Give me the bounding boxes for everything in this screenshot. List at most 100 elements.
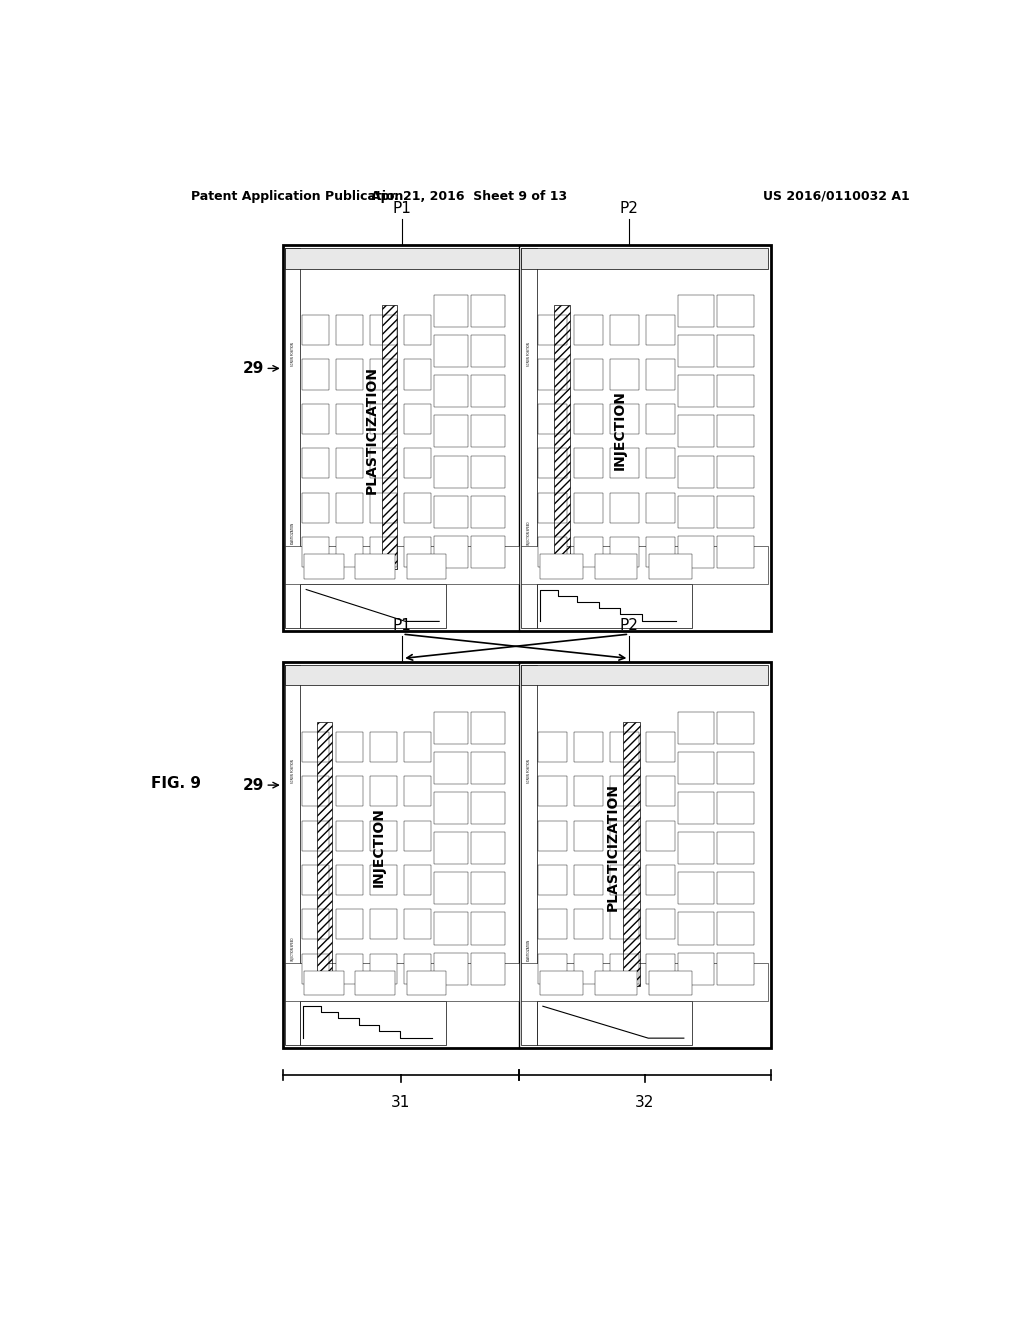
- Bar: [718, 335, 754, 367]
- Bar: [471, 496, 505, 528]
- Bar: [406, 569, 431, 578]
- Bar: [336, 953, 362, 983]
- Bar: [336, 865, 362, 895]
- Bar: [624, 722, 640, 986]
- Bar: [646, 449, 675, 478]
- Bar: [433, 335, 468, 367]
- Bar: [678, 873, 714, 904]
- Bar: [592, 986, 620, 995]
- Bar: [471, 536, 505, 568]
- Bar: [433, 711, 468, 743]
- Bar: [646, 731, 675, 762]
- Text: SCREW POSITION: SCREW POSITION: [291, 342, 295, 366]
- Text: SCREW POSITION: SCREW POSITION: [291, 759, 295, 783]
- Bar: [471, 832, 505, 865]
- Bar: [327, 569, 352, 578]
- Bar: [539, 404, 567, 434]
- Bar: [678, 536, 714, 568]
- Text: FIG. 9: FIG. 9: [151, 776, 201, 791]
- Bar: [370, 865, 397, 895]
- Bar: [574, 449, 603, 478]
- Bar: [539, 953, 567, 983]
- Bar: [646, 537, 675, 568]
- Bar: [403, 492, 431, 523]
- Bar: [471, 711, 505, 743]
- Bar: [285, 248, 519, 269]
- Bar: [678, 416, 714, 447]
- Bar: [403, 953, 431, 983]
- Bar: [718, 912, 754, 945]
- Bar: [336, 821, 362, 850]
- Bar: [433, 416, 468, 447]
- Bar: [520, 664, 768, 685]
- Bar: [648, 986, 676, 995]
- Bar: [595, 970, 637, 995]
- Bar: [336, 359, 362, 389]
- Bar: [646, 821, 675, 850]
- Bar: [541, 970, 583, 995]
- Bar: [370, 315, 397, 346]
- Text: SCREW POSITION: SCREW POSITION: [526, 342, 530, 366]
- Bar: [300, 1001, 446, 1044]
- Bar: [610, 315, 639, 346]
- Bar: [336, 776, 362, 807]
- Bar: [471, 455, 505, 487]
- Bar: [620, 986, 648, 995]
- Bar: [403, 731, 431, 762]
- Bar: [718, 873, 754, 904]
- Bar: [718, 375, 754, 408]
- Bar: [302, 776, 329, 807]
- Text: P2: P2: [620, 618, 639, 634]
- Bar: [352, 569, 379, 578]
- Text: P1: P1: [393, 618, 412, 634]
- Bar: [370, 776, 397, 807]
- Bar: [574, 776, 603, 807]
- Bar: [302, 731, 329, 762]
- Bar: [718, 953, 754, 985]
- Bar: [403, 315, 431, 346]
- Text: PLASTICIZATION: PLASTICIZATION: [365, 367, 379, 494]
- Bar: [471, 912, 505, 945]
- Bar: [539, 909, 567, 940]
- Bar: [302, 865, 329, 895]
- Bar: [574, 315, 603, 346]
- Text: INJECTION: INJECTION: [612, 391, 627, 470]
- Bar: [403, 404, 431, 434]
- Bar: [610, 449, 639, 478]
- Bar: [285, 964, 519, 1001]
- Bar: [520, 664, 537, 1044]
- Bar: [403, 359, 431, 389]
- Bar: [564, 986, 592, 995]
- Bar: [718, 416, 754, 447]
- Bar: [403, 449, 431, 478]
- Bar: [433, 751, 468, 784]
- Bar: [355, 970, 395, 995]
- Text: Patent Application Publication: Patent Application Publication: [191, 190, 403, 202]
- Bar: [646, 909, 675, 940]
- Bar: [539, 315, 567, 346]
- Bar: [433, 873, 468, 904]
- Bar: [407, 970, 446, 995]
- Bar: [718, 496, 754, 528]
- Bar: [520, 964, 768, 1001]
- Bar: [370, 821, 397, 850]
- Bar: [520, 248, 537, 628]
- Bar: [539, 449, 567, 478]
- Bar: [327, 986, 352, 995]
- Bar: [403, 865, 431, 895]
- Bar: [646, 315, 675, 346]
- Bar: [574, 404, 603, 434]
- Bar: [520, 546, 768, 585]
- Bar: [718, 455, 754, 487]
- Bar: [433, 496, 468, 528]
- Bar: [718, 751, 754, 784]
- Bar: [433, 792, 468, 824]
- Bar: [564, 569, 592, 578]
- Bar: [610, 359, 639, 389]
- Bar: [537, 1001, 691, 1044]
- Bar: [403, 909, 431, 940]
- Bar: [678, 792, 714, 824]
- Bar: [433, 832, 468, 865]
- Bar: [610, 404, 639, 434]
- Bar: [304, 554, 344, 578]
